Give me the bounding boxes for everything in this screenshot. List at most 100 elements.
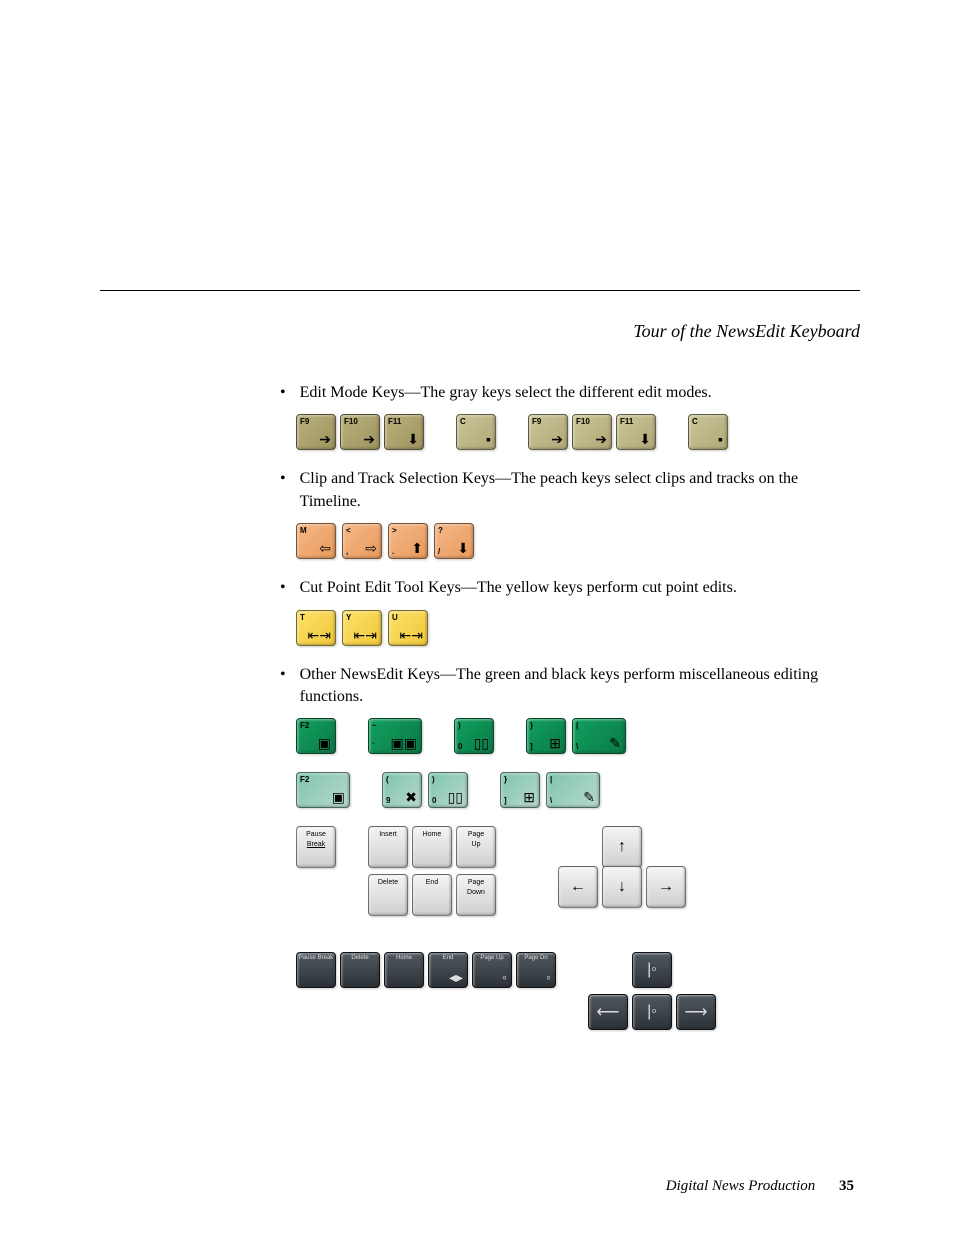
edit-mode-keyrow: F9➔ F10➔ F11⬇ C▪ F9➔ F10➔ F11⬇ C▪ [296, 414, 860, 450]
key-f11: F11⬇ [384, 414, 424, 450]
key-c: C▪ [456, 414, 496, 450]
bullet-text-4: Other NewsEdit Keys—The green and black … [300, 664, 860, 709]
track-icon: ▯▯ [474, 736, 489, 750]
header-rule [100, 290, 860, 291]
cut-icon: ⇤⇥ [308, 628, 331, 642]
key-delete-dark: Delete [340, 952, 380, 988]
key-f11-alt: F11⬇ [616, 414, 656, 450]
dark-keyrow: Pause Break Delete Home End◂▸ Page Up◦ P… [296, 952, 860, 1032]
scrub-icon: ◂▸ [449, 970, 463, 984]
key-pgdn-dark: Page Dn◦ [516, 952, 556, 988]
arrow-right-icon: ⟶ [685, 1002, 708, 1022]
clip-right-icon: ⇨ [365, 541, 377, 555]
save-icon: ▣ [318, 736, 331, 750]
key-insert: Insert [368, 826, 408, 868]
key-arrow-left-dark: ⟵ [588, 994, 628, 1030]
page-content: Tour of the NewsEdit Keyboard Edit Mode … [100, 290, 860, 1050]
bullet-text-1: Edit Mode Keys—The gray keys select the … [300, 382, 712, 404]
close-icon: ✖ [405, 790, 417, 804]
arrow-left-icon: ⟵ [597, 1002, 620, 1022]
cursor-icon: ▪ [486, 432, 491, 446]
key-f2: F2▣ [296, 718, 336, 754]
edit-mode-group-2: F9➔ F10➔ F11⬇ [528, 414, 656, 450]
arrow-right-icon: ➔ [551, 432, 563, 446]
clip-keyrow: M⇦ <,⇨ >.⬆ ?/⬇ [296, 523, 860, 559]
key-pause-dark: Pause Break [296, 952, 336, 988]
bullet-text-3: Cut Point Edit Tool Keys—The yellow keys… [300, 577, 737, 599]
arrow-up-icon: ↑ [618, 838, 626, 856]
footer-page: 35 [839, 1178, 854, 1194]
cut-icon: ⇤⇥ [354, 628, 377, 642]
save-icon: ▣ [332, 790, 345, 804]
key-m: M⇦ [296, 523, 336, 559]
grid-icon: ⊞ [549, 736, 561, 750]
silver-arrow-cluster: ↑ ← ↓ → [558, 826, 686, 902]
track-down-icon: ⬇ [457, 541, 469, 555]
arrow-right-icon: → [658, 878, 674, 896]
key-t: T⇤⇥ [296, 610, 336, 646]
key-f9: F9➔ [296, 414, 336, 450]
key-arrow-down-dark: |◦ [632, 994, 672, 1030]
key-y: Y⇤⇥ [342, 610, 382, 646]
edit-mode-group-1: F9➔ F10➔ F11⬇ [296, 414, 424, 450]
dot-icon: ◦ [546, 970, 551, 984]
bullet-clip-track: Clip and Track Selection Keys—The peach … [280, 468, 860, 513]
dot-icon: ◦ [502, 970, 507, 984]
key-pipe-teal: |\✎ [546, 772, 600, 808]
key-delete: Delete [368, 874, 408, 916]
edit-icon: ✎ [609, 736, 621, 750]
key-paren: )0▯▯ [454, 718, 494, 754]
edit-icon: ✎ [583, 790, 595, 804]
key-period: >.⬆ [388, 523, 428, 559]
key-pgdn: PageDown [456, 874, 496, 916]
key-end-dark: End◂▸ [428, 952, 468, 988]
arrow-down-icon: ↓ [618, 878, 626, 896]
key-f10-alt: F10➔ [572, 414, 612, 450]
bullet-cut-point: Cut Point Edit Tool Keys—The yellow keys… [280, 577, 860, 599]
view-icon: ▣▣ [391, 736, 417, 750]
key-end: End [412, 874, 452, 916]
key-f9-alt: F9➔ [528, 414, 568, 450]
track-icon: ▯▯ [448, 790, 463, 804]
bullet-edit-mode: Edit Mode Keys—The gray keys select the … [280, 382, 860, 404]
arrow-right-icon: ➔ [319, 432, 331, 446]
marker-up-icon: |◦ [647, 961, 657, 979]
key-arrow-right-dark: ⟶ [676, 994, 716, 1030]
cut-keyrow: T⇤⇥ Y⇤⇥ U⇤⇥ [296, 610, 860, 646]
key-arrow-left: ← [558, 866, 598, 908]
cut-icon: ⇤⇥ [400, 628, 423, 642]
green-keyrow-1: F2▣ ~`▣▣ )0▯▯ }]⊞ |\✎ [296, 718, 860, 754]
clip-left-icon: ⇦ [319, 541, 331, 555]
key-9-teal: (9✖ [382, 772, 422, 808]
key-tilde: ~`▣▣ [368, 718, 422, 754]
footer-title: Digital News Production [666, 1178, 815, 1194]
key-f10: F10➔ [340, 414, 380, 450]
key-home: Home [412, 826, 452, 868]
grid-icon: ⊞ [523, 790, 535, 804]
key-home-dark: Home [384, 952, 424, 988]
silver-stack-1: Pause Break [296, 826, 336, 868]
dark-group: Pause Break Delete Home End◂▸ Page Up◦ P… [296, 952, 556, 988]
key-pgup-dark: Page Up◦ [472, 952, 512, 988]
arrow-left-icon: ← [570, 878, 586, 896]
bullet-other: Other NewsEdit Keys—The green and black … [280, 664, 860, 709]
arrow-down-icon: ⬇ [407, 432, 419, 446]
main-content: Edit Mode Keys—The gray keys select the … [280, 382, 860, 1032]
dark-arrow-cluster: |◦ ⟵ |◦ ⟶ [588, 952, 716, 1032]
key-u: U⇤⇥ [388, 610, 428, 646]
key-c-alt: C▪ [688, 414, 728, 450]
key-arrow-down: ↓ [602, 866, 642, 908]
key-arrow-right: → [646, 866, 686, 908]
key-pause: Pause Break [296, 826, 336, 868]
silver-stack-2: Insert Home PageUp Delete End PageDown [368, 826, 496, 916]
key-pgup: PageUp [456, 826, 496, 868]
key-0-teal: )0▯▯ [428, 772, 468, 808]
key-slash: ?/⬇ [434, 523, 474, 559]
key-f2-teal: F2▣ [296, 772, 350, 808]
teal-keyrow: F2▣ (9✖ )0▯▯ }]⊞ |\✎ [296, 772, 860, 808]
arrow-right-icon: ➔ [363, 432, 375, 446]
cursor-icon: ▪ [718, 432, 723, 446]
arrow-right-icon: ➔ [595, 432, 607, 446]
footer: Digital News Production 35 [666, 1178, 854, 1195]
key-brace-teal: }]⊞ [500, 772, 540, 808]
